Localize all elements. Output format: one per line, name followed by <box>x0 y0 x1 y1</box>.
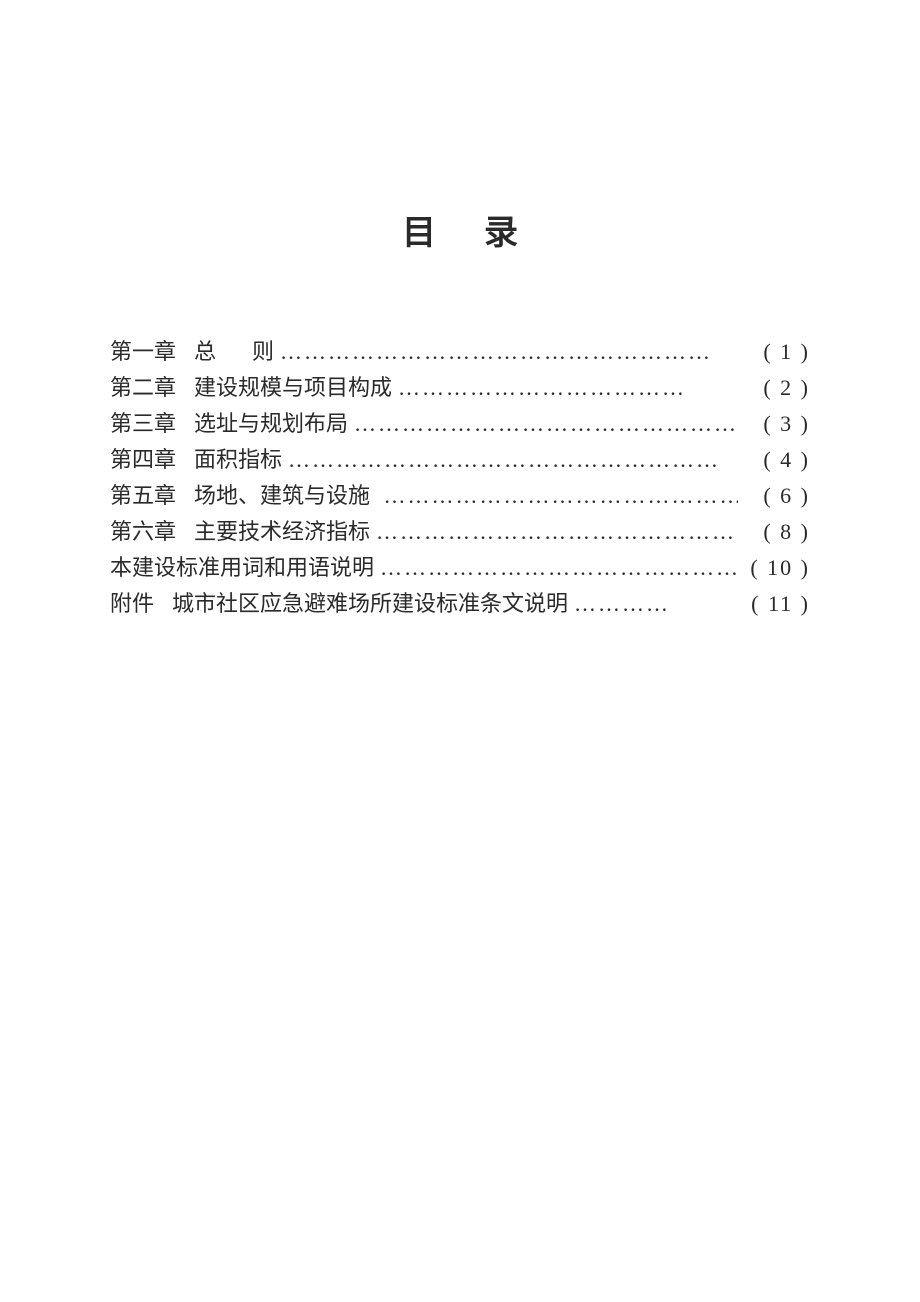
entry-title: 建设规模与项目构成 <box>194 370 392 406</box>
chapter-label: 第一章 <box>110 334 176 370</box>
dot-leader: ……………………………… <box>392 370 738 406</box>
page-number: ( 10 ) <box>738 550 810 586</box>
chapter-label: 第三章 <box>110 406 176 442</box>
page-number: ( 4 ) <box>738 442 810 478</box>
dot-leader: ………… <box>568 586 738 622</box>
dot-leader: ……………………………………………… <box>282 442 738 478</box>
document-page: 目录 第一章 总则 ……………………………………………… ( 1 ) 第二章 建… <box>0 0 920 1302</box>
dot-leader: ………………………………………… <box>348 406 738 442</box>
page-number: ( 2 ) <box>738 370 810 406</box>
entry-title: 城市社区应急避难场所建设标准条文说明 <box>172 586 568 622</box>
page-number: ( 6 ) <box>738 478 810 514</box>
toc-entry: 附件 城市社区应急避难场所建设标准条文说明 ………… ( 11 ) <box>110 586 810 622</box>
chapter-label: 附件 <box>110 586 154 622</box>
toc-entry: 本建设标准用词和用语说明 ………………………………………… ( 10 ) <box>110 550 810 586</box>
page-number: ( 11 ) <box>738 586 810 622</box>
toc-entry: 第六章 主要技术经济指标 ………………………………………… ( 8 ) <box>110 514 810 550</box>
dot-leader: ………………………………………… <box>370 478 738 514</box>
entry-title: 主要技术经济指标 <box>194 514 370 550</box>
chapter-label: 第六章 <box>110 514 176 550</box>
entry-title: 总则 <box>194 334 274 370</box>
table-of-contents: 第一章 总则 ……………………………………………… ( 1 ) 第二章 建设规模… <box>110 334 810 622</box>
toc-title: 目录 <box>110 205 810 254</box>
toc-entry: 第一章 总则 ……………………………………………… ( 1 ) <box>110 334 810 370</box>
page-number: ( 8 ) <box>738 514 810 550</box>
entry-title: 面积指标 <box>194 442 282 478</box>
dot-leader: ………………………………………… <box>374 550 738 586</box>
toc-entry: 第二章 建设规模与项目构成 ……………………………… ( 2 ) <box>110 370 810 406</box>
toc-entry: 第三章 选址与规划布局 ………………………………………… ( 3 ) <box>110 406 810 442</box>
entry-title: 选址与规划布局 <box>194 406 348 442</box>
entry-title: 本建设标准用词和用语说明 <box>110 550 374 586</box>
toc-entry: 第五章 场地、建筑与设施 ………………………………………… ( 6 ) <box>110 478 810 514</box>
chapter-label: 第四章 <box>110 442 176 478</box>
page-number: ( 1 ) <box>738 334 810 370</box>
page-number: ( 3 ) <box>738 406 810 442</box>
chapter-label: 第五章 <box>110 478 176 514</box>
dot-leader: ……………………………………………… <box>274 334 738 370</box>
toc-entry: 第四章 面积指标 ……………………………………………… ( 4 ) <box>110 442 810 478</box>
dot-leader: ………………………………………… <box>370 514 738 550</box>
chapter-label: 第二章 <box>110 370 176 406</box>
entry-title: 场地、建筑与设施 <box>194 478 370 514</box>
